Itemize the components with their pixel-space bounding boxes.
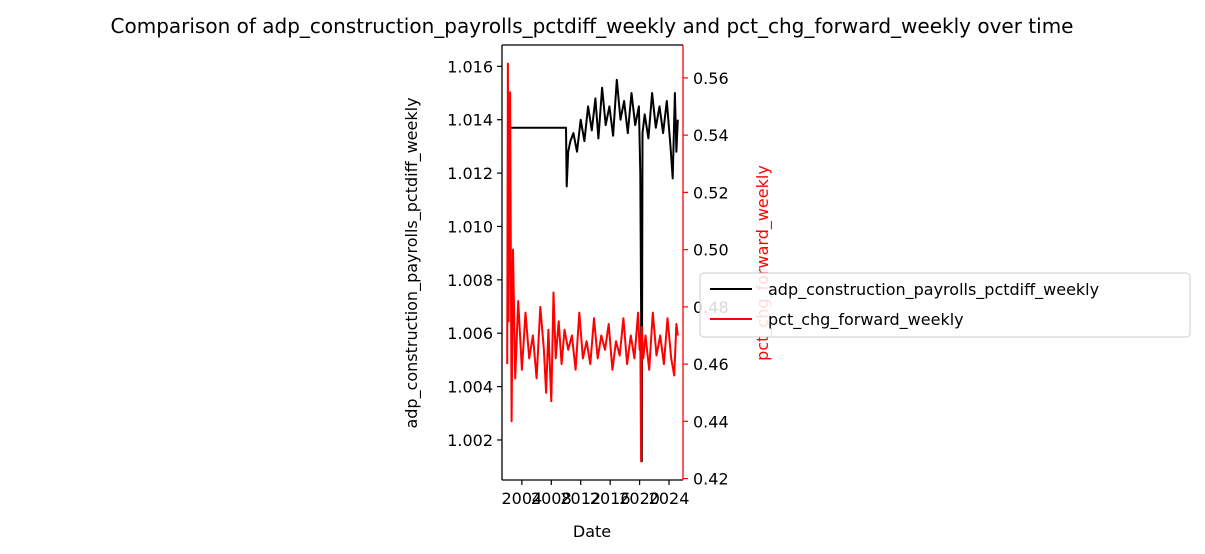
left-y-tick-label-1.002: 1.002 [447,431,493,450]
right-y-tick-label-0.50: 0.50 [693,241,729,260]
x-axis-label: Date [573,522,611,541]
right-y-tick-label-0.52: 0.52 [693,183,729,202]
x-tick-label-2024: 2024 [649,489,690,508]
left-y-tick-label-1.012: 1.012 [447,164,493,183]
x-tick-label-2012: 2012 [560,489,601,508]
x-tick-label-2008: 2008 [531,489,572,508]
left-y-tick-label-1.006: 1.006 [447,324,493,343]
left-y-tick-label-1.016: 1.016 [447,57,493,76]
right-y-tick-label-0.46: 0.46 [693,355,729,374]
right-y-tick-label-0.42: 0.42 [693,470,729,489]
right-y-tick-label-0.44: 0.44 [693,412,729,431]
series-line-adp [507,78,679,463]
legend: adp_construction_payrolls_pctdiff_weekly… [699,272,1191,338]
right-y-tick-label-0.54: 0.54 [693,126,729,145]
left-y-tick-label-1.014: 1.014 [447,111,493,130]
left-y-tick-label-1.008: 1.008 [447,271,493,290]
left-y-tick-label-1.010: 1.010 [447,217,493,236]
legend-label-pct: pct_chg_forward_weekly [768,310,964,330]
chart-title: Comparison of adp_construction_payrolls_… [111,14,1074,38]
legend-frame [699,272,1191,338]
left-y-tick-label-1.004: 1.004 [447,378,493,397]
series-line-pct [506,62,679,463]
x-tick-label-2016: 2016 [590,489,631,508]
right-y-tick-label-0.56: 0.56 [693,69,729,88]
x-tick-label-2020: 2020 [619,489,660,508]
left-y-axis-label: adp_construction_payrolls_pctdiff_weekly [402,97,422,428]
x-tick-label-2004: 2004 [502,489,543,508]
legend-label-adp: adp_construction_payrolls_pctdiff_weekly [768,280,1099,300]
